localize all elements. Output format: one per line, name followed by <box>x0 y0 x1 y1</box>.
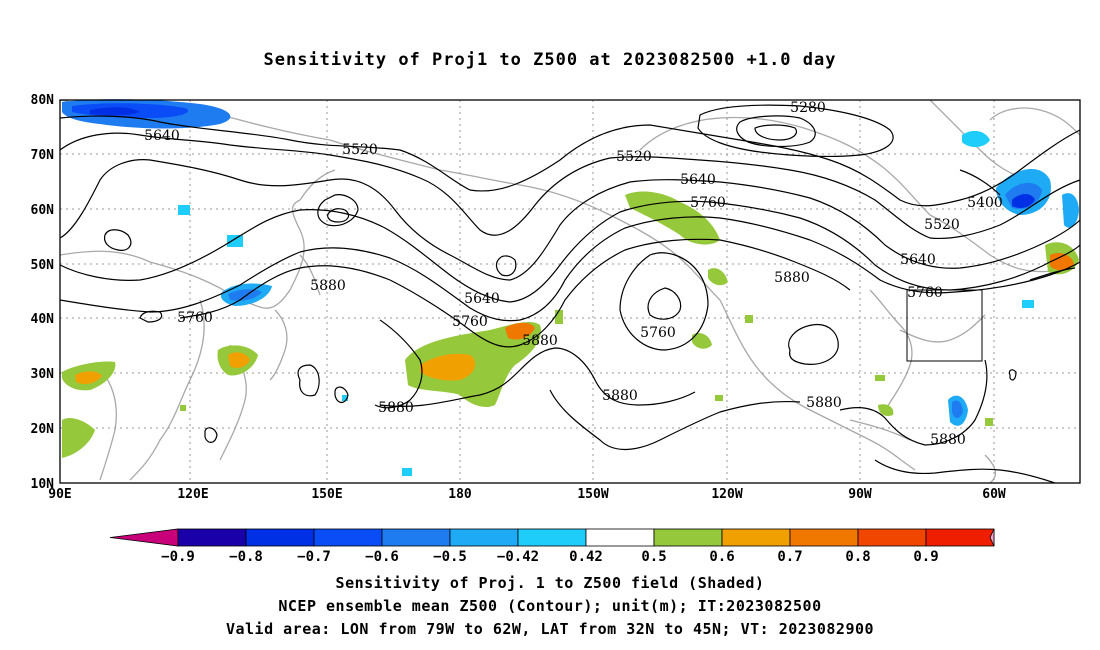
contour-label: 5520 <box>924 217 960 233</box>
lat-lon-grid <box>60 100 1080 483</box>
contour-label: 5880 <box>774 270 810 286</box>
colorbar-swatch <box>245 528 315 547</box>
contour-label: 5760 <box>177 310 213 326</box>
lat-label: 70N <box>31 148 55 163</box>
lat-label: 50N <box>31 258 55 273</box>
colorbar-tick-label: −0.6 <box>365 549 399 565</box>
valid-area-box <box>906 289 983 362</box>
colorbar-swatch <box>721 528 791 547</box>
colorbar-swatch <box>653 528 723 547</box>
contour-label: 5640 <box>144 128 180 144</box>
contour-label: 5760 <box>690 195 726 211</box>
colorbar-swatch <box>381 528 451 547</box>
colorbar-tick-label: −0.5 <box>433 549 467 565</box>
contour-label: 5400 <box>967 195 1003 211</box>
contour-label: 5880 <box>310 278 346 294</box>
colorbar-tick-label: −0.8 <box>229 549 263 565</box>
contour-label: 5760 <box>452 314 488 330</box>
z500-contours <box>59 104 1081 484</box>
colorbar-tick-label: 0.7 <box>777 549 802 565</box>
lon-label: 150E <box>311 487 342 502</box>
colorbar-right-arrow <box>989 528 995 547</box>
contour-labels: 5280 5520 5520 5640 5640 5760 5400 5520 … <box>144 100 1003 448</box>
contour-label: 5880 <box>378 400 414 416</box>
caption-line-1: Sensitivity of Proj. 1 to Z500 field (Sh… <box>335 574 765 592</box>
contour-label: 5640 <box>464 291 500 307</box>
contour-label: 5880 <box>602 388 638 404</box>
lat-label: 40N <box>31 312 55 327</box>
colorbar-swatch <box>857 528 927 547</box>
colorbar-tick-label: 0.9 <box>913 549 938 565</box>
coastlines <box>59 99 1081 484</box>
caption-line-3: Valid area: LON from 79W to 62W, LAT fro… <box>225 620 875 638</box>
colorbar-swatch <box>789 528 859 547</box>
colorbar-tick-label: 0.42 <box>569 549 603 565</box>
captions: Sensitivity of Proj. 1 to Z500 field (Sh… <box>0 572 1100 641</box>
colorbar-swatch <box>585 528 655 547</box>
colorbar-swatch <box>177 528 247 547</box>
contour-label: 5880 <box>930 432 966 448</box>
lat-label: 60N <box>31 203 55 218</box>
colorbar-tick-label: 0.6 <box>709 549 734 565</box>
colorbar-tick-label: 0.5 <box>641 549 666 565</box>
contour-label: 5640 <box>900 252 936 268</box>
colorbar-tick-label: −0.9 <box>161 549 195 565</box>
lon-label: 120E <box>177 487 208 502</box>
lat-label: 30N <box>31 367 55 382</box>
colorbar-left-arrow <box>109 528 179 547</box>
colorbar-swatch <box>313 528 383 547</box>
colorbar-labels: −0.9 −0.8 −0.7 −0.6 −0.5 −0.42 0.42 0.5 0.6 0.7 0.… <box>161 549 939 565</box>
contour-label: 5520 <box>616 149 652 165</box>
contour-label: 5760 <box>907 285 943 301</box>
contour-label: 5280 <box>790 100 826 116</box>
lon-axis: 90E 120E 150E 180 150W 120W 90W 60W <box>48 487 1006 502</box>
colorbar <box>109 528 995 547</box>
contour-label: 5880 <box>522 333 558 349</box>
map-border <box>59 99 1081 484</box>
colorbar-swatch <box>925 528 995 547</box>
colorbar-swatch <box>449 528 519 547</box>
contour-label: 5880 <box>806 395 842 411</box>
lon-label: 90W <box>848 487 872 502</box>
lon-label: 120W <box>711 487 742 502</box>
colorbar-tick-label: −0.42 <box>497 549 539 565</box>
lat-label: 10N <box>31 477 55 492</box>
lon-label: 90E <box>48 487 71 502</box>
lat-label: 80N <box>31 93 55 108</box>
colorbar-tick-label: 0.8 <box>845 549 870 565</box>
figure-title: Sensitivity of Proj1 to Z500 at 20230825… <box>263 50 837 70</box>
caption-line-2: NCEP ensemble mean Z500 (Contour); unit(… <box>278 597 822 615</box>
lat-axis: 80N 70N 60N 50N 40N 30N 20N 10N <box>31 93 55 492</box>
colorbar-swatch <box>517 528 587 547</box>
sensitivity-shading <box>62 99 1079 476</box>
contour-label: 5760 <box>640 325 676 341</box>
colorbar-tick-label: −0.7 <box>297 549 331 565</box>
lon-label: 60W <box>982 487 1006 502</box>
lat-label: 20N <box>31 422 55 437</box>
contour-label: 5640 <box>680 172 716 188</box>
contour-label: 5520 <box>342 142 378 158</box>
lon-label: 180 <box>448 487 472 502</box>
lon-label: 150W <box>577 487 608 502</box>
